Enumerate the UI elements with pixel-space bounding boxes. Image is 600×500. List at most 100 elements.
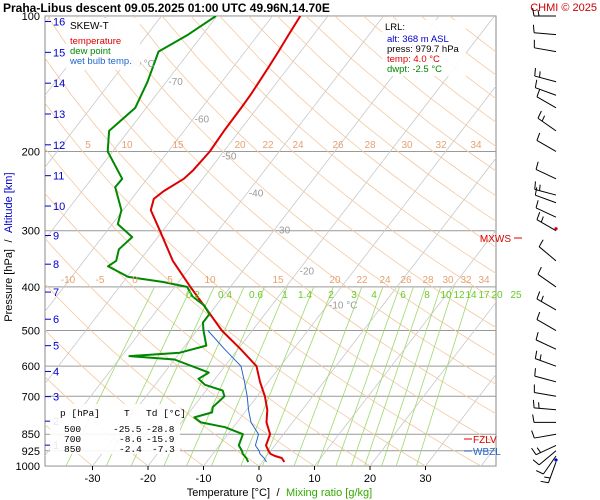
- dry-adiabat-line: [45, 147, 426, 466]
- chart-title: Praha-Libus descent 09.05.2025 01:00 UTC…: [3, 1, 330, 15]
- mixing-ratio-line: [186, 286, 265, 466]
- wind-barb: [534, 47, 557, 53]
- wind-barb: [537, 117, 557, 132]
- mxws-dot: [554, 227, 558, 231]
- wind-barb-flag: [534, 181, 536, 190]
- wind-barb-flag: [544, 476, 551, 479]
- wind-barb-flag: [536, 311, 541, 320]
- theta-label: 34: [470, 140, 482, 151]
- wind-barb-flag: [535, 161, 539, 170]
- y-axis-label-separator: /: [3, 239, 15, 243]
- wind-barb-flag: [540, 295, 544, 302]
- wind-barb-flag: [539, 354, 542, 361]
- isotherm-line: [92, 16, 440, 466]
- theta-label: 26: [400, 275, 412, 286]
- wind-barb-flag: [537, 10, 540, 17]
- km-tick-label: 6: [53, 314, 59, 326]
- theta-label: 30: [442, 275, 454, 286]
- mixing-ratio-label: 0.4: [218, 290, 232, 301]
- wind-barb-flag: [534, 68, 536, 77]
- dew-point-line: [106, 16, 250, 463]
- dry-adiabat-line: [45, 283, 260, 466]
- theta-label: 24: [292, 140, 304, 151]
- table-cell: -28.8: [146, 424, 175, 435]
- wind-barb: [537, 273, 557, 288]
- wind-barb: [534, 375, 557, 383]
- theta-label: 5: [167, 275, 173, 286]
- theta-label: 15: [272, 275, 284, 286]
- wind-barb-flag: [532, 414, 535, 423]
- theta-label: 26: [332, 140, 344, 151]
- isotherm-label: -70: [168, 77, 183, 88]
- y-tick-label: 200: [22, 146, 40, 158]
- wind-barb-flag: [535, 470, 544, 475]
- table-cell: -8.6: [119, 434, 142, 445]
- x-tick-label: 0: [256, 473, 262, 485]
- wind-barb-flag: [532, 24, 535, 33]
- legend-wet-bulb: wet bulb temp.: [69, 56, 132, 67]
- wind-barb: [535, 207, 557, 218]
- mxws-label: MXWS: [480, 234, 511, 245]
- mixing-ratio-line: [240, 286, 315, 466]
- wind-barb: [535, 87, 557, 96]
- x-tick-label: 30: [419, 473, 431, 485]
- km-tick-label: 7: [53, 287, 59, 299]
- theta-label: 28: [364, 140, 376, 151]
- wind-barb: [535, 358, 557, 367]
- lrl-temperature: temp: 4.0 °C: [387, 54, 440, 65]
- background-labels: -80 °C-70-60-50-40-30-20-10 °C5 10 15 20 22 2…: [61, 59, 522, 311]
- isotherm-line: [147, 16, 495, 466]
- wind-barb-flag: [531, 430, 535, 439]
- mixing-ratio-label: 1.4: [298, 290, 312, 301]
- table-cell: -25.5: [113, 424, 142, 435]
- isotherm-label: -10 °C: [329, 301, 357, 312]
- theta-label: 32: [435, 140, 447, 151]
- table-cell: 700: [64, 434, 81, 445]
- wind-barb: [536, 140, 557, 152]
- wind-barb-flag: [534, 350, 538, 359]
- wind-barb-flag: [532, 459, 540, 466]
- legend-temperature: temperature: [70, 36, 121, 47]
- lrl-dewpoint: dwpt: -2.5 °C: [387, 64, 442, 75]
- isotherm-line: [203, 85, 496, 466]
- theta-label: 30: [401, 140, 413, 151]
- dry-adiabat-line: [45, 192, 371, 466]
- temperature-line: [149, 16, 302, 463]
- x-axis-label: Temperature [°C]: [187, 487, 270, 499]
- mixing-ratio-line: [381, 286, 442, 466]
- mixing-ratio-label: 17: [478, 290, 490, 301]
- mixing-ratio-label: 20: [491, 290, 503, 301]
- mixing-ratio-label: 25: [510, 290, 522, 301]
- mixing-ratio-line: [211, 286, 288, 466]
- y-axis-label: Pressure [hPa]: [3, 249, 15, 322]
- mixing-ratio-line: [316, 286, 384, 466]
- theta-label: -5: [96, 275, 105, 286]
- wind-barbs: [531, 8, 558, 484]
- surface-dot: [554, 458, 558, 462]
- x-tick-label: 10: [308, 473, 320, 485]
- wind-barb-flag: [536, 89, 541, 98]
- mixing-ratio-label: 4: [371, 290, 377, 301]
- km-tick-label: 5: [53, 341, 59, 353]
- table-header-p: p [hPa]: [60, 408, 100, 419]
- x-tick-label: 20: [364, 473, 376, 485]
- isotherm-label: -30: [276, 226, 291, 237]
- x-tick-label: -20: [140, 473, 156, 485]
- wind-barb: [548, 461, 557, 483]
- copyright: CHMI © 2025: [530, 2, 597, 14]
- isotherm-label: -40: [249, 189, 264, 200]
- table-header-t: T: [124, 408, 130, 419]
- mixing-ratio-line: [395, 286, 455, 466]
- mixing-ratio-label: 6: [400, 290, 406, 301]
- dry-adiabat-line: [104, 16, 496, 357]
- dry-adiabat-line: [161, 16, 496, 301]
- wind-barb: [536, 96, 557, 109]
- mixing-ratio-line: [335, 286, 400, 466]
- table-cell: -15.9: [146, 434, 175, 445]
- dry-adiabat-line: [248, 16, 496, 222]
- mixing-ratio-line: [350, 286, 414, 466]
- dry-adiabat-line: [276, 16, 496, 197]
- fzlv-label: FZLV: [473, 435, 497, 446]
- table-header-td: Td [°C]: [146, 408, 186, 419]
- isotherm-line: [369, 301, 496, 466]
